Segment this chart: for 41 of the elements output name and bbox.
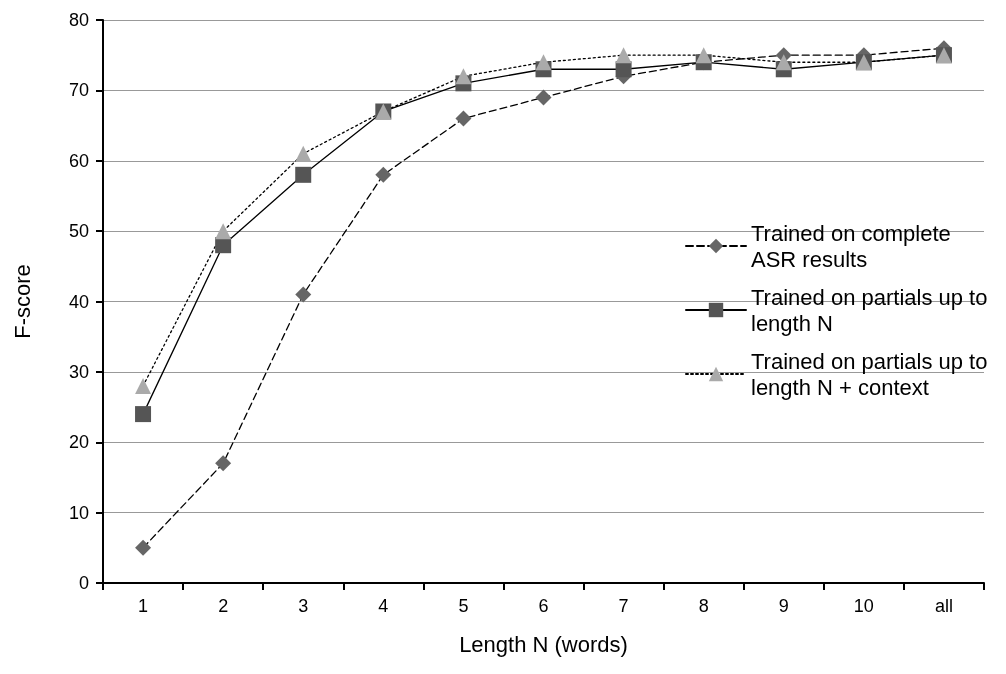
- point: [215, 455, 232, 472]
- point: [135, 539, 152, 556]
- point: [135, 377, 152, 394]
- y-tick-label: 60: [68, 150, 89, 171]
- x-tick-label: 9: [778, 596, 789, 616]
- y-tick-label: 10: [68, 502, 89, 523]
- point: [695, 47, 712, 64]
- y-tick-label: 80: [68, 10, 89, 30]
- point: [295, 145, 312, 162]
- point: [455, 110, 472, 127]
- y-tick-label: 40: [68, 291, 89, 312]
- x-tick-label: 6: [538, 596, 549, 616]
- x-tick-label: 4: [378, 596, 389, 616]
- point: [135, 406, 152, 423]
- x-tick-label: 3: [298, 596, 309, 616]
- legend-label: Trained on partials up to length N + context: [751, 348, 994, 400]
- point: [375, 166, 392, 183]
- y-tick-label: 50: [68, 221, 89, 242]
- point: [455, 68, 472, 85]
- x-tick-label: 10: [853, 596, 874, 616]
- x-tick-label: all: [934, 596, 953, 616]
- point: [295, 166, 312, 183]
- x-tick-label: 7: [618, 596, 629, 616]
- legend-label: Trained on complete ASR results: [751, 220, 957, 272]
- point: [775, 54, 792, 71]
- x-axis-title: Length N (words): [459, 631, 628, 657]
- point: [215, 223, 232, 240]
- point: [295, 286, 312, 303]
- y-axis-title: F-score: [9, 264, 35, 339]
- point: [535, 89, 552, 106]
- y-tick-label: 20: [68, 432, 89, 453]
- x-tick-label: 8: [698, 596, 709, 616]
- x-tick-label: 2: [218, 596, 229, 616]
- y-tick-label: 70: [68, 80, 89, 101]
- y-tick-label: 30: [68, 361, 89, 382]
- legend-label: Trained on partials up to length N: [751, 284, 994, 336]
- point: [615, 47, 632, 64]
- y-tick-label: 0: [78, 573, 89, 593]
- x-tick-label: 5: [458, 596, 469, 616]
- point: [535, 54, 552, 71]
- x-tick-label: 1: [138, 596, 149, 616]
